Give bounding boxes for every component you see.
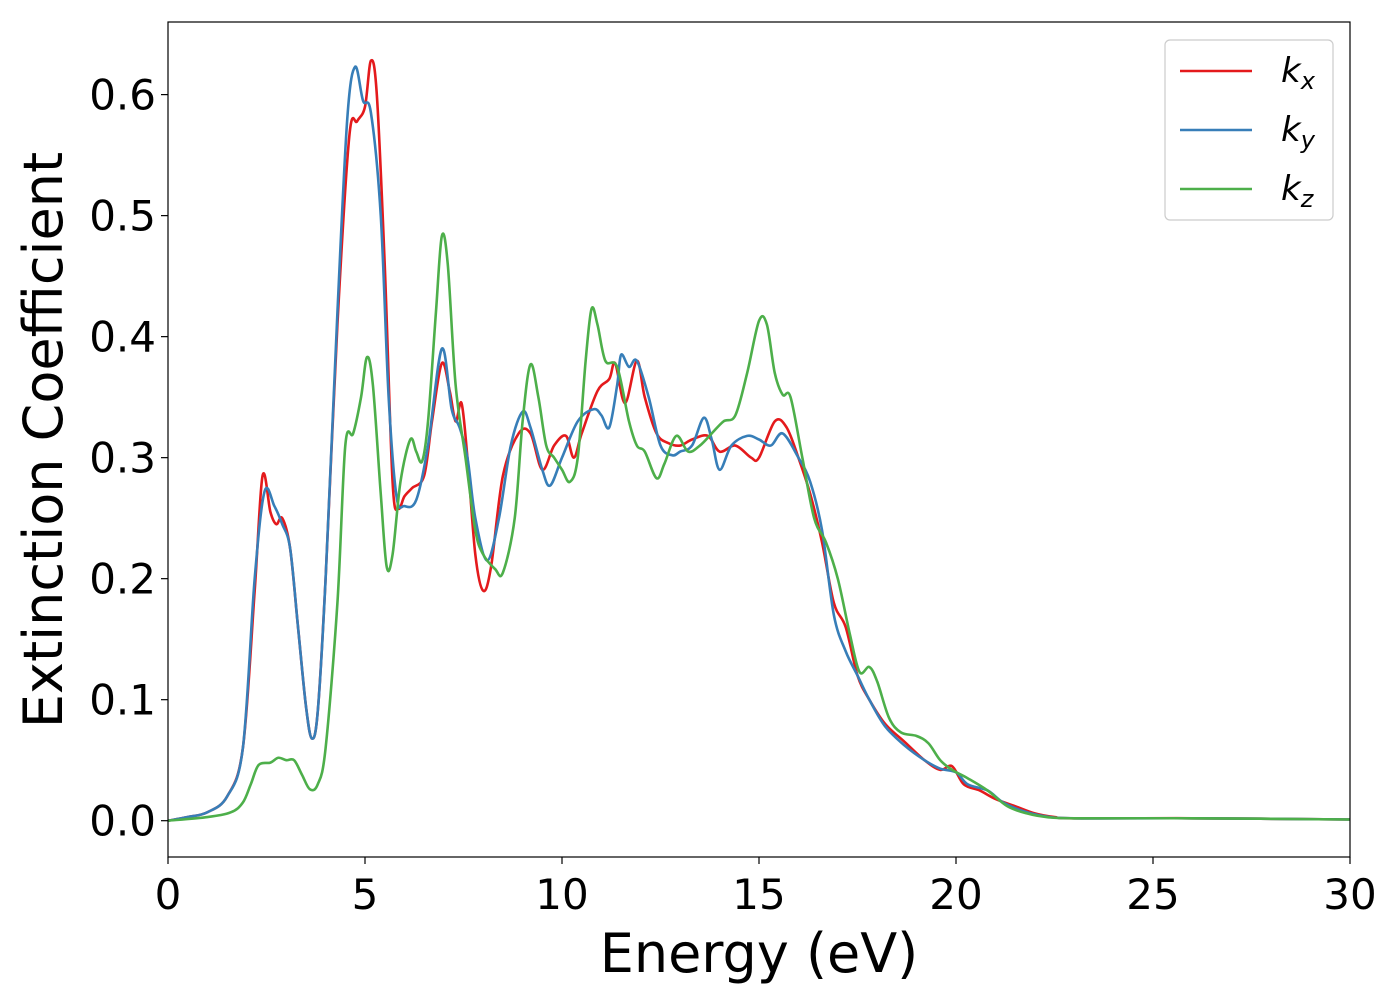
x-tick-label: 30 <box>1323 870 1376 919</box>
y-tick-label: 0.5 <box>89 192 156 241</box>
y-tick-label: 0.6 <box>89 71 156 120</box>
x-tick-label: 0 <box>155 870 182 919</box>
y-axis-title: Extinction Coefficient <box>12 152 75 728</box>
x-tick-label: 25 <box>1126 870 1179 919</box>
y-tick-label: 0.0 <box>89 797 156 846</box>
series-line-kz <box>168 232 1350 822</box>
series-line-ky <box>168 65 1350 822</box>
y-tick-label: 0.2 <box>89 555 156 604</box>
x-tick-label: 10 <box>535 870 588 919</box>
x-tick-label: 15 <box>732 870 785 919</box>
y-tick-label: 0.4 <box>89 313 156 362</box>
x-axis-title: Energy (eV) <box>600 922 919 985</box>
legend-label-ky: ky <box>1281 110 1316 154</box>
legend-label-kx: kx <box>1281 51 1316 95</box>
y-tick-label: 0.3 <box>89 434 156 483</box>
y-tick-label: 0.1 <box>89 676 156 725</box>
x-tick-label: 5 <box>352 870 379 919</box>
x-tick-label: 20 <box>929 870 982 919</box>
legend: kx ky kz <box>1164 39 1334 221</box>
legend-label-kz: kz <box>1281 169 1315 213</box>
